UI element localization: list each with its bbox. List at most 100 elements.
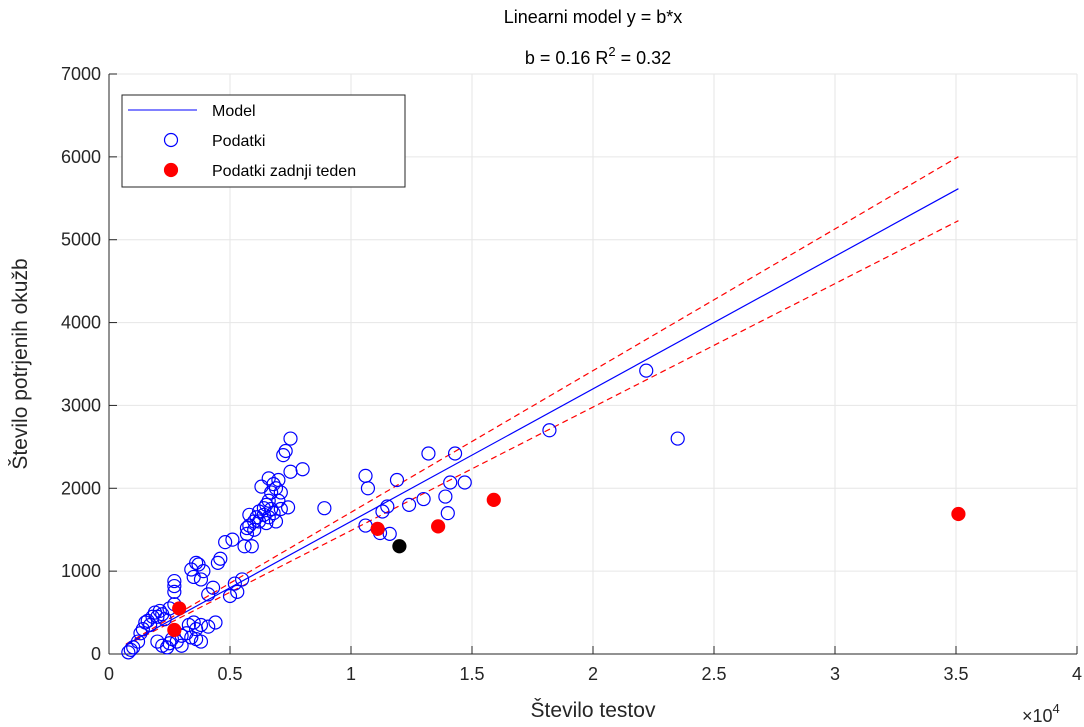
data-point [317, 501, 332, 516]
y-tick-label: 3000 [61, 395, 101, 415]
data-point [447, 446, 463, 461]
data-point [239, 526, 255, 541]
legend: Model Podatki Podatki zadnji teden [121, 94, 406, 188]
data-point [271, 493, 286, 508]
legend-label-model: Model [212, 103, 256, 120]
highlight-point [392, 539, 407, 554]
data-point [375, 504, 390, 519]
data-point [283, 431, 298, 446]
data-point [360, 481, 376, 496]
x-tick-label: 4 [1072, 664, 1082, 684]
data-point [443, 475, 458, 490]
y-tick-label: 4000 [61, 313, 101, 333]
data-point [256, 501, 271, 516]
recent-data-point [172, 601, 187, 616]
y-tick-label: 2000 [61, 478, 101, 498]
recent-data-point [370, 521, 385, 536]
data-point [186, 615, 201, 630]
y-tick-label: 7000 [61, 64, 101, 84]
data-point [382, 526, 397, 541]
tick-labels: 0 0.5 1 1.5 2 2.5 3 3.5 4 0 1000 2000 3000 4000 5000 60… [61, 64, 1082, 684]
data-point [208, 615, 223, 630]
data-point [230, 584, 245, 599]
y-tick-label: 1000 [61, 561, 101, 581]
data-point [189, 555, 204, 570]
data-point [380, 499, 395, 514]
data-point [167, 584, 182, 599]
x-tick-label: 0.5 [217, 664, 242, 684]
model-ci-lower-line [125, 220, 959, 646]
x-tick-label: 1 [346, 664, 356, 684]
data-point [193, 617, 209, 633]
data-point [389, 472, 405, 488]
data-point [416, 491, 431, 507]
legend-label-podatki-zadnji-teden: Podatki zadnji teden [212, 163, 356, 180]
data-point [244, 539, 259, 554]
data-point [639, 363, 654, 378]
recent-data-point [431, 519, 446, 534]
data-point [670, 431, 685, 446]
data-point [227, 576, 242, 591]
data-point [193, 572, 209, 587]
data-point [201, 619, 216, 634]
chart-title: Linearni model y = b*x [504, 7, 683, 27]
data-point [440, 506, 455, 521]
subtitle-r2-value: = 0.32 [616, 48, 672, 68]
data-point [264, 501, 279, 517]
data-point [242, 518, 257, 533]
x-exponent-base: ×10 [1022, 706, 1053, 726]
y-axis-label: Število potrjenih okužb [9, 258, 32, 469]
data-point [213, 551, 228, 566]
data-point [130, 634, 146, 649]
data-point [295, 462, 310, 477]
data-point [143, 617, 158, 633]
data-point [121, 645, 136, 660]
data-point [123, 642, 138, 657]
legend-label-podatki: Podatki [212, 133, 265, 150]
data-point [273, 501, 288, 517]
model-lines [125, 156, 959, 646]
data-point [225, 532, 240, 547]
data-point [261, 493, 276, 508]
data-point [261, 510, 276, 525]
chart-subtitle: b = 0.16 R2 = 0.32 [525, 44, 671, 68]
data-point [280, 500, 296, 515]
x-tick-label: 3.5 [943, 664, 968, 684]
data-point [266, 477, 281, 492]
data-point [542, 423, 557, 438]
data-point [401, 497, 417, 512]
data-point [276, 448, 291, 463]
x-tick-label: 2 [588, 664, 598, 684]
axes [108, 73, 1078, 655]
data-point [278, 443, 293, 459]
data-point [421, 446, 436, 461]
legend-podatki-zadnji-teden-swatch [163, 162, 179, 178]
data-point [273, 485, 288, 500]
x-tick-label: 1.5 [459, 664, 484, 684]
data-point [457, 475, 472, 490]
recent-data-point [486, 492, 501, 507]
data-point [268, 514, 284, 529]
y-tick-label: 6000 [61, 147, 101, 167]
data-point [193, 634, 209, 649]
y-tick-label: 0 [91, 644, 101, 664]
x-exponent: ×104 [1022, 701, 1060, 726]
subtitle-b: b = 0.16 R [525, 48, 609, 68]
data-point [140, 613, 155, 628]
data-point [205, 580, 221, 595]
subtitle-r2-sup: 2 [608, 44, 615, 59]
data-point [174, 638, 189, 653]
model-line [125, 188, 959, 646]
data-point [218, 535, 233, 550]
recent-data-point [951, 506, 966, 522]
recent-data-point [167, 622, 182, 638]
x-tick-label: 2.5 [701, 664, 726, 684]
data-point [167, 578, 182, 594]
x-tick-label: 3 [830, 664, 840, 684]
data-points [121, 363, 966, 660]
data-point [210, 555, 225, 570]
data-point [264, 485, 279, 500]
data-point [167, 573, 182, 589]
data-point [135, 622, 150, 637]
y-tick-label: 5000 [61, 230, 101, 250]
